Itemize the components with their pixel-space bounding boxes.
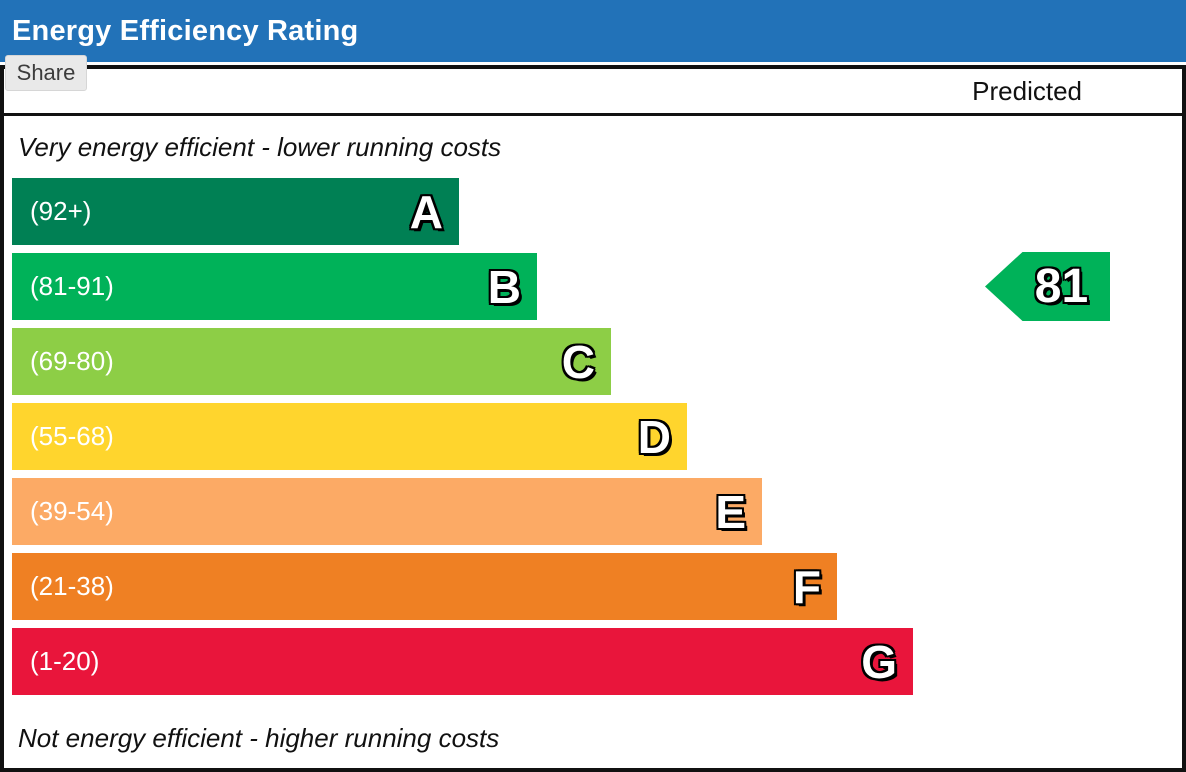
- page-title: Energy Efficiency Rating: [12, 14, 359, 47]
- rating-bands: (92+) A (81-91) B (69-80) C (55-68): [4, 178, 1182, 695]
- band-row-c: (69-80) C: [12, 328, 1182, 395]
- band-b: (81-91) B: [12, 253, 537, 320]
- top-note-text: Very energy efficient - lower running co…: [18, 131, 502, 162]
- band-a-letter: A: [409, 185, 443, 238]
- band-row-f: (21-38) F: [12, 553, 1182, 620]
- band-a: (92+) A: [12, 178, 459, 245]
- band-d-letter: D: [637, 410, 671, 463]
- band-row-a: (92+) A: [12, 178, 1182, 245]
- bottom-note: Not energy efficient - higher running co…: [4, 723, 499, 754]
- bottom-note-text: Not energy efficient - higher running co…: [18, 723, 500, 753]
- band-b-letter: B: [487, 260, 521, 313]
- band-row-g: (1-20) G: [12, 628, 1182, 695]
- band-a-range: (92+): [30, 196, 92, 226]
- band-e: (39-54) E: [12, 478, 762, 545]
- band-f-letter: F: [792, 560, 821, 613]
- predicted-column-header: Predicted: [4, 69, 1182, 116]
- band-f: (21-38) F: [12, 553, 837, 620]
- band-b-range: (81-91): [30, 271, 114, 301]
- title-bar: Energy Efficiency Rating: [0, 0, 1186, 62]
- band-e-range: (39-54): [30, 496, 114, 526]
- epc-chart: Predicted Very energy efficient - lower …: [0, 65, 1186, 772]
- band-g-letter: G: [861, 635, 897, 688]
- band-g-range: (1-20): [30, 646, 100, 676]
- band-row-d: (55-68) D: [12, 403, 1182, 470]
- predicted-label: Predicted: [972, 75, 1082, 106]
- band-row-b: (81-91) B: [12, 253, 1182, 320]
- band-d-range: (55-68): [30, 421, 114, 451]
- band-c-range: (69-80): [30, 346, 114, 376]
- predicted-rating-value: 81: [1034, 259, 1089, 313]
- band-row-e: (39-54) E: [12, 478, 1182, 545]
- band-c: (69-80) C: [12, 328, 611, 395]
- band-e-letter: E: [715, 485, 746, 538]
- top-note: Very energy efficient - lower running co…: [4, 116, 1182, 178]
- band-g: (1-20) G: [12, 628, 913, 695]
- share-button[interactable]: Share: [5, 55, 87, 91]
- band-c-letter: C: [561, 335, 595, 388]
- band-d: (55-68) D: [12, 403, 687, 470]
- band-f-range: (21-38): [30, 571, 114, 601]
